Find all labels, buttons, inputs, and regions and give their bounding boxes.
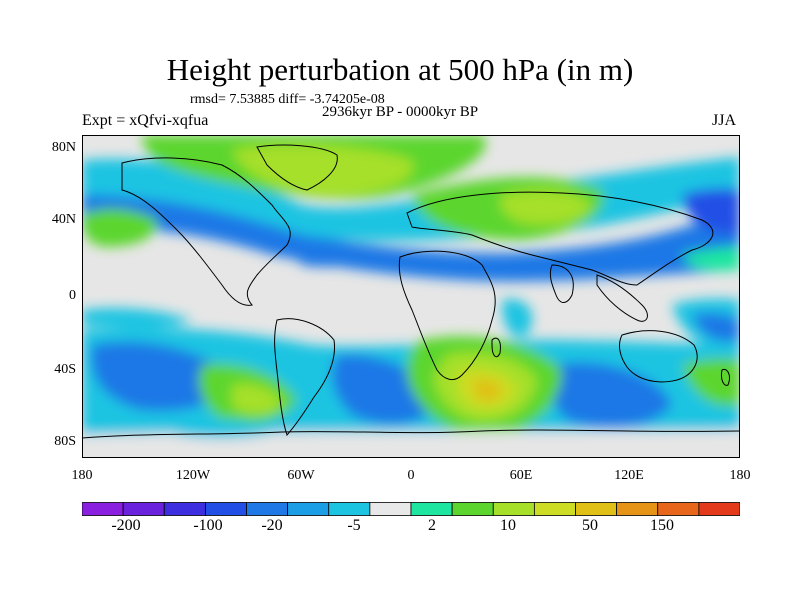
colorbar-box [82,502,124,516]
colorbar-box [369,502,412,516]
coastline-india [549,264,574,303]
colorbar-box [616,502,659,516]
coastline-se-asia [596,274,648,322]
contour-blue-nepacific [682,188,740,234]
contour-sh-green-east [682,358,740,406]
contour-nh-blue-band [82,175,740,282]
lon-label-0: 0 [407,468,415,483]
colorbar-box [204,502,247,516]
colorbar-box [575,502,618,516]
contour-cyan-indian [502,299,533,337]
lat-label-80n: 80N [51,140,76,155]
period-label: 2936kyr BP - 0000kyr BP [322,104,479,120]
coastline-madagascar [491,337,501,358]
contour-green-greenland [232,144,414,197]
lat-label-0: 0 [69,288,76,303]
lon-label-180w: 180 [71,468,93,483]
coastline-new-zealand [721,368,730,386]
contour-blue-atlantic [292,243,382,267]
colorbar-label: 150 [650,517,674,534]
colorbar-label: -100 [193,517,223,534]
map-frame [82,135,740,458]
colorbar-label: 10 [500,517,516,534]
lon-label-120e: 120E [614,468,644,483]
lon-label-60e: 60E [509,468,533,483]
colorbar-label: -200 [111,517,141,534]
lon-label-180e: 180 [729,468,751,483]
colorbar-box [328,502,371,516]
colorbar-label: -5 [347,517,361,534]
coastline-australia [619,330,698,383]
contour-cyan-tropic-pacific [82,308,192,329]
contour-yellowgreen-eurasia [500,189,592,225]
coastline-south-america [274,318,336,436]
lat-label-40s: 40S [54,362,76,377]
coastline-europe-asia [406,191,714,286]
contour-green-pacific-ne [682,247,740,271]
colorbar-box [451,502,494,516]
contour-sh-orange-indian [474,379,502,401]
colorbar-box [163,502,206,516]
experiment-label: Expt = xQfvi-xqfua [82,112,209,129]
lon-label-60w: 60W [287,468,315,483]
colorbar-box [533,502,576,516]
colorbar-box [492,502,535,516]
contour-fields [82,135,740,458]
lon-label-120w: 120W [175,468,211,483]
contour-sh-yellow-s-america [232,383,282,415]
coastline-greenland [256,144,338,191]
lat-label-80s: 80S [54,434,76,449]
lat-label-40n: 40N [51,212,76,227]
season-label: JJA [712,112,737,129]
coastline-antarctica [82,429,740,439]
colorbar-box [657,502,700,516]
colorbar-box [698,502,740,516]
colorbar-box [410,502,453,516]
contour-sh-blue-pacific [91,341,232,411]
plot-title: Height perturbation at 500 hPa (in m) [166,52,634,87]
colorbar-label: -20 [261,517,283,534]
coastline-africa [398,250,496,381]
coastline-north-america [121,157,291,306]
colorbar-box [246,502,289,516]
stats-text: rmsd= 7.53885 diff= -3.74205e-08 [190,92,385,107]
colorbar-label: 50 [582,517,598,534]
colorbar-box [122,502,165,516]
colorbar [82,502,740,516]
height-perturbation-map [82,135,740,458]
contour-sh-blue-indian [547,362,672,428]
contour-blue-tropic-east [692,312,740,342]
colorbar-box [287,502,330,516]
contour-green-pacific-nw [82,208,158,247]
colorbar-label: 2 [428,517,436,534]
coastlines [82,144,740,439]
